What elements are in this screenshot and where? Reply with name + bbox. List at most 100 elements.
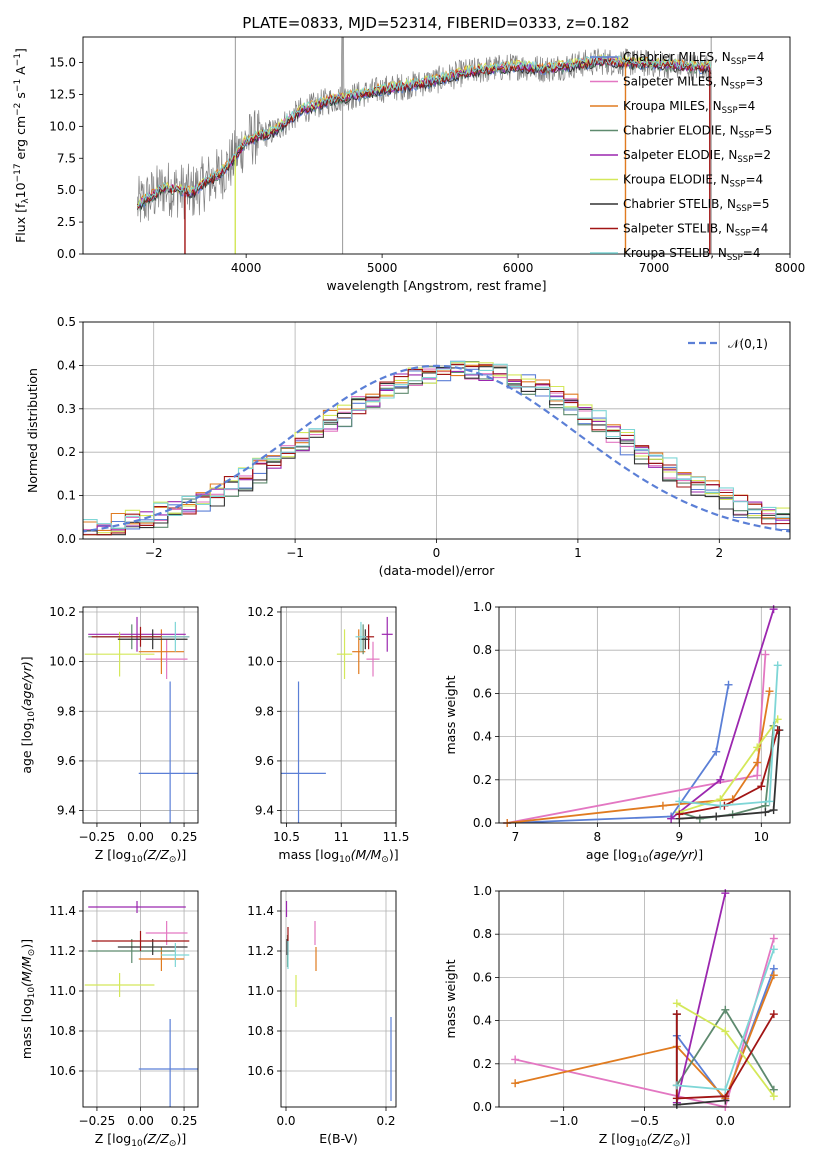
y-tick-label: 0.4 (473, 730, 492, 744)
weight-marker (712, 747, 721, 756)
age_vs_Z-ylabel: age [log10(age/yr)] (19, 656, 37, 773)
weight-marker (675, 797, 684, 806)
weight-line-salpeter-stelib (675, 1013, 775, 1100)
y-tick-label: 11.0 (49, 984, 76, 998)
legend-normal: 𝒩(0,1) (728, 337, 768, 351)
weight-marker (672, 1081, 681, 1090)
y-tick-label: 10.0 (49, 119, 76, 133)
weight-marker (769, 945, 778, 954)
weight_vs_age-axes: 7 8 9 10 0.0 0.2 0.4 0.6 0.8 1.0 (473, 600, 790, 844)
errorbar-point (138, 681, 198, 823)
weight_vs_age-xlabel: age [log10(age/yr)] (586, 847, 703, 865)
weight-marker (753, 758, 762, 767)
mass_vs_EBV-axes: 0.0 0.2 10.6 10.8 11.0 11.2 11.4 (247, 891, 396, 1128)
y-tick-label: 0.0 (473, 1100, 492, 1114)
weight-line-salpeter-elodie (675, 892, 727, 1103)
weight-marker (511, 1079, 520, 1088)
weight-marker (721, 1005, 730, 1014)
x-tick-label: 6000 (503, 261, 534, 275)
weight-marker (658, 801, 667, 810)
y-tick-label: 9.6 (255, 754, 274, 768)
x-tick-label: 11 (334, 830, 349, 844)
legend-entry: Kroupa ELODIE, NSSP=4 (623, 173, 763, 190)
weight_vs_age-ylabel: mass weight (443, 675, 458, 754)
weight-marker (672, 999, 681, 1008)
spectrum-xlabel: wavelength [Angstrom, rest frame] (326, 278, 546, 293)
weight-marker (773, 726, 782, 735)
y-tick-label: 9.4 (57, 804, 76, 818)
legend-entry: Salpeter MILES, NSSP=3 (623, 75, 763, 92)
y-tick-label: 11.4 (49, 904, 76, 918)
x-tick-label: 2 (715, 546, 723, 560)
residuals-ylabel: Normed distribution (25, 368, 40, 493)
age_vs_mass-xlabel: mass [log10(M/M⊙)] (278, 847, 398, 865)
errorbar-point (161, 943, 190, 967)
weight-marker (765, 797, 774, 806)
y-tick-label: 0.6 (473, 686, 492, 700)
weight-marker (672, 1094, 681, 1103)
y-tick-label: 12.5 (49, 87, 76, 101)
errorbar-point (281, 681, 326, 823)
y-tick-label: 1.0 (473, 600, 492, 614)
x-tick-label: −1.0 (549, 1114, 578, 1128)
y-tick-label: 11.2 (247, 944, 274, 958)
errorbar-point (88, 901, 186, 913)
x-tick-label: 0 (433, 546, 441, 560)
mass_vs_Z-ylabel: mass [log10(M/M⊙)] (19, 939, 37, 1059)
figure-title: PLATE=0833, MJD=52314, FIBERID=0333, z=0… (242, 14, 629, 32)
errorbar-point (381, 616, 393, 652)
weight-marker (753, 771, 762, 780)
errorbar-point (138, 1019, 198, 1107)
spectrum-frame (82, 36, 791, 255)
y-tick-label: 0.8 (473, 643, 492, 657)
y-tick-label: 0.0 (57, 532, 76, 546)
y-tick-label: 9.8 (255, 704, 274, 718)
y-tick-label: 0.2 (57, 445, 76, 459)
residuals-xlabel: (data-model)/error (379, 563, 496, 578)
model-spectrum-salpeter-stelib (136, 57, 712, 209)
x-tick-label: 7000 (639, 261, 670, 275)
x-tick-label: −0.25 (79, 830, 116, 844)
x-tick-label: 0.0 (716, 1114, 735, 1128)
y-tick-label: 10.0 (247, 655, 274, 669)
y-tick-label: 11.0 (247, 984, 274, 998)
weight-marker (769, 605, 778, 614)
y-tick-label: 0.3 (57, 402, 76, 416)
normal-curve (83, 364, 790, 533)
legend-entry: Kroupa MILES, NSSP=4 (623, 99, 755, 116)
x-tick-label: 1 (574, 546, 582, 560)
y-tick-label: 1.0 (473, 884, 492, 898)
weight-line-kroupa-stelib (679, 665, 779, 807)
weight-marker (757, 782, 766, 791)
weight-marker (769, 971, 778, 980)
weight_vs_Z-ylabel: mass weight (443, 959, 458, 1038)
x-tick-label: 0.0 (276, 1114, 295, 1128)
errorbar-point (88, 939, 176, 963)
weight-marker (769, 806, 778, 815)
weight_vs_age-frame (498, 606, 791, 824)
y-tick-label: 0.0 (57, 247, 76, 261)
y-tick-label: 10.6 (247, 1064, 274, 1078)
age_vs_Z-frame (82, 606, 199, 824)
weight_vs_Z-xlabel: Z [log10(Z/Z⊙)] (599, 1131, 690, 1149)
x-tick-label: 9 (676, 830, 684, 844)
age_vs_mass-frame (280, 606, 397, 824)
y-tick-label: 9.6 (57, 754, 76, 768)
y-tick-label: 2.5 (57, 215, 76, 229)
errorbar-point (88, 616, 186, 652)
weight-marker (721, 1085, 730, 1094)
weight-line-kroupa-miles (515, 974, 775, 1101)
y-tick-label: 0.1 (57, 489, 76, 503)
age_vs_mass-axes: 10.5 11 11.5 9.4 9.6 9.8 10.0 10.2 (247, 605, 409, 844)
age_vs_Z-axes: −0.25 0.00 0.25 9.4 9.6 9.8 10.0 10.2 (49, 605, 198, 844)
x-tick-label: 8 (594, 830, 602, 844)
weight-marker (716, 801, 725, 810)
weight-line-chabrier-miles (507, 684, 730, 823)
weight-marker (769, 1092, 778, 1101)
residual-hist-kroupa-stelib (83, 361, 790, 529)
weight-marker (721, 889, 730, 898)
x-tick-label: 5000 (367, 261, 398, 275)
errorbar-point (336, 629, 353, 679)
legend-entry: Kroupa STELIB, NSSP=4 (623, 246, 761, 263)
